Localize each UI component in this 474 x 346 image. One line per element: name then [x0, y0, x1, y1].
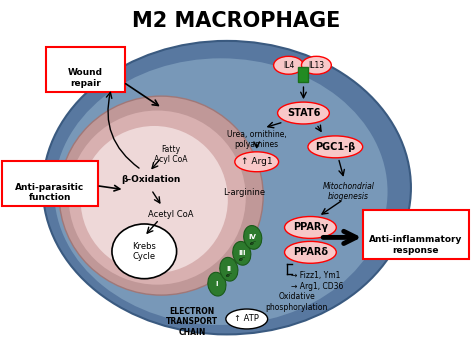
Text: IL13: IL13	[309, 61, 325, 70]
Ellipse shape	[235, 152, 279, 172]
Text: PPARγ: PPARγ	[293, 222, 328, 233]
Text: ELECTRON
TRANSPORT
CHAIN: ELECTRON TRANSPORT CHAIN	[166, 307, 218, 337]
Text: III: III	[238, 250, 246, 256]
Text: IL4: IL4	[283, 61, 294, 70]
Ellipse shape	[43, 41, 411, 335]
Ellipse shape	[220, 257, 238, 281]
Ellipse shape	[278, 102, 329, 124]
Ellipse shape	[69, 110, 246, 285]
Ellipse shape	[244, 226, 262, 249]
Text: Mitochondrial
biogenesis: Mitochondrial biogenesis	[322, 182, 374, 201]
Text: PGC1-β: PGC1-β	[315, 142, 356, 152]
Text: STAT6: STAT6	[287, 108, 320, 118]
Text: e⁻: e⁻	[239, 257, 246, 262]
FancyBboxPatch shape	[46, 47, 125, 92]
Text: L-arginine: L-arginine	[223, 188, 265, 197]
Ellipse shape	[226, 309, 268, 329]
Text: I: I	[216, 281, 218, 287]
Ellipse shape	[233, 242, 251, 265]
Ellipse shape	[112, 224, 177, 279]
Text: II: II	[227, 266, 231, 272]
Text: Wound
repair: Wound repair	[68, 68, 103, 88]
Text: Anti-parasitic
function: Anti-parasitic function	[15, 183, 84, 202]
Text: e⁻: e⁻	[226, 273, 233, 278]
Text: β-Oxidation: β-Oxidation	[121, 175, 181, 184]
Text: M2 MACROPHAGE: M2 MACROPHAGE	[132, 10, 340, 30]
FancyBboxPatch shape	[363, 210, 469, 259]
Text: Anti-inflammatory
response: Anti-inflammatory response	[369, 235, 463, 255]
Text: ↑ Arg1: ↑ Arg1	[241, 157, 273, 166]
Text: Acetyl CoA: Acetyl CoA	[148, 210, 194, 219]
Text: Krebs
Cycle: Krebs Cycle	[132, 242, 156, 261]
Ellipse shape	[273, 56, 303, 74]
Text: Fatty
Acyl CoA: Fatty Acyl CoA	[155, 145, 188, 164]
Text: → Arg1, CD36: → Arg1, CD36	[291, 282, 343, 291]
FancyBboxPatch shape	[2, 161, 98, 206]
Text: IV: IV	[249, 234, 256, 240]
Ellipse shape	[208, 272, 226, 296]
Ellipse shape	[301, 56, 331, 74]
Ellipse shape	[284, 242, 336, 263]
Ellipse shape	[59, 96, 263, 295]
Ellipse shape	[284, 217, 336, 238]
Ellipse shape	[81, 126, 228, 273]
Text: Urea, ornithine,
polyamines: Urea, ornithine, polyamines	[227, 130, 287, 149]
Ellipse shape	[54, 58, 388, 325]
Bar	[299, 67, 309, 82]
Text: → Fizz1, Ym1: → Fizz1, Ym1	[291, 271, 340, 280]
Text: PPARδ: PPARδ	[293, 247, 328, 257]
Text: Oxidative
phosphorylation: Oxidative phosphorylation	[265, 292, 328, 311]
Ellipse shape	[308, 136, 363, 158]
Text: ↑ ATP: ↑ ATP	[234, 315, 259, 324]
Text: e⁻: e⁻	[250, 241, 257, 246]
